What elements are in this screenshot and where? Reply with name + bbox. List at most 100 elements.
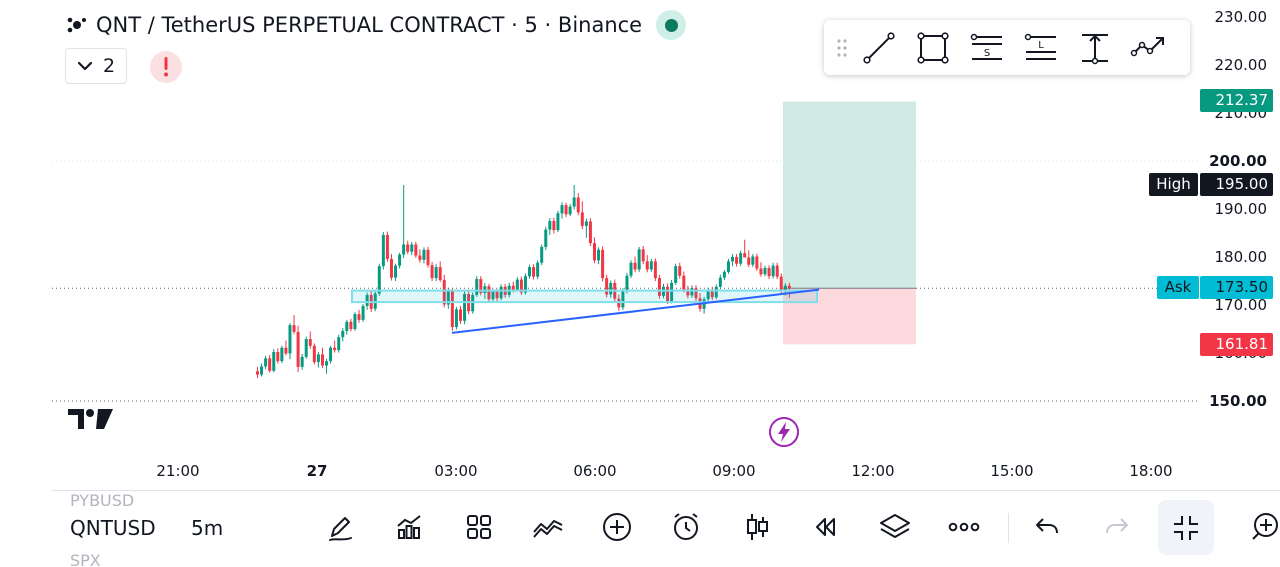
candle-body [491, 291, 495, 300]
undo-icon[interactable] [1027, 507, 1067, 547]
bottom-toolbar: PYBUSD QNTUSD SPX 5m [0, 491, 1280, 567]
candle-body [548, 221, 552, 230]
price-tick-label: 170.00 [1215, 296, 1268, 314]
candle [463, 291, 467, 325]
exchange-logo-icon [67, 17, 86, 33]
candle [633, 256, 637, 273]
candle [422, 247, 426, 264]
add-icon[interactable] [597, 507, 637, 547]
long-position-icon[interactable]: L [1014, 25, 1068, 71]
candle-body [260, 366, 264, 375]
candle [767, 265, 771, 280]
candle [528, 264, 532, 279]
chart-header: QNT / TetherUS PERPETUAL CONTRACT · 5 · … [66, 10, 687, 40]
candle-body [292, 325, 296, 332]
sell-line-icon[interactable]: S [960, 25, 1014, 71]
candle-body [454, 309, 458, 328]
candle [674, 263, 678, 285]
layouts-icon[interactable] [459, 507, 499, 547]
more-icon[interactable] [944, 507, 984, 547]
price-tick-label: 180.00 [1215, 248, 1268, 266]
candle-body [763, 268, 767, 275]
trend-line[interactable] [451, 288, 820, 334]
candle [751, 254, 755, 268]
error-alert-icon[interactable] [150, 51, 182, 83]
price-tick-label: 200.00 [1209, 152, 1267, 170]
stop-zone[interactable] [783, 288, 916, 345]
symbol-title[interactable]: QNT / TetherUS PERPETUAL CONTRACT · 5 · … [96, 13, 643, 37]
brush-icon[interactable] [320, 507, 360, 547]
market-status-icon[interactable] [656, 10, 687, 40]
redo-icon [1097, 507, 1137, 547]
candle [670, 280, 674, 304]
candle-body [422, 249, 426, 260]
candle [621, 288, 625, 310]
price-chart[interactable]: 230.00220.00210.00200.00190.00180.00170.… [0, 0, 1280, 490]
symbol-selector[interactable]: QNTUSD [70, 516, 156, 540]
grip-icon[interactable] [832, 33, 852, 63]
candle [320, 347, 324, 368]
candle-body [609, 282, 613, 295]
target-zone[interactable] [783, 101, 916, 289]
time-tick-label: 12:00 [851, 462, 894, 480]
candle-body [666, 286, 670, 302]
candle [588, 218, 592, 246]
compare-icon[interactable] [528, 507, 568, 547]
candle-body [438, 267, 442, 281]
candle-body [256, 371, 259, 375]
candle [459, 305, 462, 324]
interval-selector[interactable]: 5m [191, 516, 224, 540]
candle [747, 250, 751, 268]
path-icon[interactable] [1122, 25, 1176, 71]
lightning-event-icon[interactable] [768, 416, 800, 448]
tradingview-logo-icon[interactable] [68, 406, 114, 432]
candle [568, 204, 572, 217]
support-rectangle[interactable] [351, 289, 818, 304]
candle-body [751, 256, 755, 265]
rectangle-icon[interactable] [906, 25, 960, 71]
candle-body [649, 261, 653, 270]
candle-body [349, 321, 353, 329]
candles-icon[interactable] [737, 507, 777, 547]
candle-body [345, 321, 349, 331]
candle-body [605, 278, 609, 295]
candle [325, 358, 329, 374]
replay-icon[interactable] [805, 507, 845, 547]
candle [418, 249, 422, 263]
indicators-icon[interactable] [389, 507, 429, 547]
candle-body [576, 197, 580, 213]
vertical-measure-icon[interactable] [1068, 25, 1122, 71]
symbol-prev[interactable]: PYBUSD [70, 491, 135, 510]
candle-body [357, 314, 361, 320]
time-tick-label: 15:00 [990, 462, 1033, 480]
candle [353, 312, 357, 331]
candle-body [272, 352, 276, 371]
candle [389, 254, 393, 281]
candle [329, 345, 333, 364]
candle [739, 250, 743, 267]
fullscreen-exit-icon[interactable] [1158, 500, 1214, 555]
candle [771, 262, 775, 279]
candle-body [714, 286, 718, 298]
layers-icon[interactable] [875, 507, 915, 547]
indicators-toggle-button[interactable]: 2 [65, 48, 127, 84]
candle [312, 343, 316, 365]
ask-price-name: Ask [1157, 276, 1199, 299]
price-tick-label: 190.00 [1215, 200, 1268, 218]
candle-body [296, 331, 300, 367]
zoom-in-icon[interactable] [1248, 507, 1280, 547]
candle-body [735, 257, 739, 264]
indicators-count: 2 [102, 55, 116, 77]
time-tick-label: 21:00 [156, 462, 199, 480]
candle-body [511, 285, 515, 290]
long-position-tool[interactable] [783, 101, 916, 345]
trend-line-icon[interactable] [852, 25, 906, 71]
symbol-next[interactable]: SPX [70, 551, 101, 567]
candle [686, 285, 690, 299]
candle [272, 349, 276, 373]
drawings[interactable] [351, 288, 820, 334]
time-axis[interactable]: 21:00 27 03:00 06:00 09:00 12:00 15:00 18:00 [156, 462, 1172, 480]
price-tick-label: 150.00 [1209, 392, 1267, 410]
alert-clock-icon[interactable] [666, 507, 706, 547]
candle-body [645, 261, 649, 270]
